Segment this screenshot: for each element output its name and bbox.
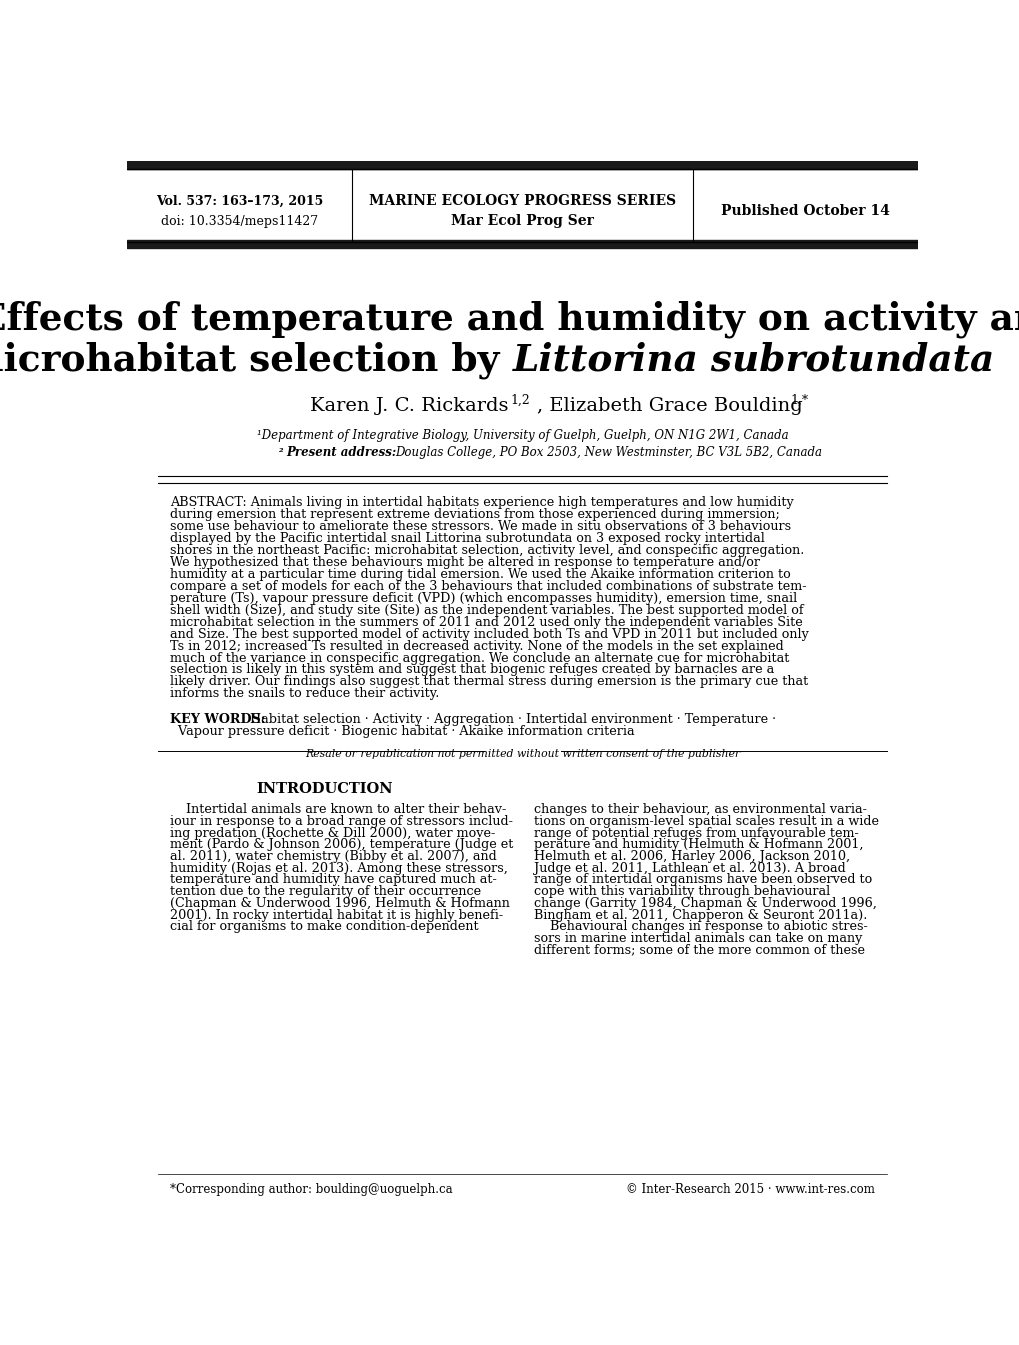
Text: microhabitat selection in the summers of 2011 and 2012 used only the independent: microhabitat selection in the summers of… bbox=[170, 616, 802, 628]
Text: Habitat selection · Activity · Aggregation · Intertidal environment · Temperatur: Habitat selection · Activity · Aggregati… bbox=[242, 713, 775, 726]
Text: much of the variance in conspecific aggregation. We conclude an alternate cue fo: much of the variance in conspecific aggr… bbox=[170, 651, 789, 664]
Text: Published October 14: Published October 14 bbox=[720, 204, 890, 218]
Text: 2001). In rocky intertidal habitat it is highly benefi-: 2001). In rocky intertidal habitat it is… bbox=[170, 908, 502, 921]
Text: al. 2011), water chemistry (Bibby et al. 2007), and: al. 2011), water chemistry (Bibby et al.… bbox=[170, 850, 496, 863]
Text: changes to their behaviour, as environmental varia-: changes to their behaviour, as environme… bbox=[534, 803, 866, 816]
Text: Judge et al. 2011, Lathlean et al. 2013). A broad: Judge et al. 2011, Lathlean et al. 2013)… bbox=[534, 862, 846, 874]
Text: 1,2: 1,2 bbox=[510, 394, 530, 406]
Text: Present address:: Present address: bbox=[286, 447, 400, 459]
Text: range of intertidal organisms have been observed to: range of intertidal organisms have been … bbox=[534, 873, 872, 886]
Text: humidity at a particular time during tidal emersion. We used the Akaike informat: humidity at a particular time during tid… bbox=[170, 568, 790, 581]
Text: ABSTRACT: Animals living in intertidal habitats experience high temperatures and: ABSTRACT: Animals living in intertidal h… bbox=[170, 496, 793, 510]
Text: shores in the northeast Pacific: microhabitat selection, activity level, and con: shores in the northeast Pacific: microha… bbox=[170, 545, 804, 557]
Text: cope with this variability through behavioural: cope with this variability through behav… bbox=[534, 885, 829, 898]
Text: range of potential refuges from unfavourable tem-: range of potential refuges from unfavour… bbox=[534, 827, 858, 839]
Text: perature and humidity (Helmuth & Hofmann 2001,: perature and humidity (Helmuth & Hofmann… bbox=[534, 838, 863, 851]
Text: cial for organisms to make condition-dependent: cial for organisms to make condition-dep… bbox=[170, 920, 478, 933]
Text: Littorina subrotundata: Littorina subrotundata bbox=[513, 342, 994, 378]
Text: Karen J. C. Rickards: Karen J. C. Rickards bbox=[310, 397, 508, 416]
Text: some use behaviour to ameliorate these stressors. We made in situ observations o: some use behaviour to ameliorate these s… bbox=[170, 521, 791, 533]
Text: informs the snails to reduce their activity.: informs the snails to reduce their activ… bbox=[170, 687, 439, 701]
Text: Effects of temperature and humidity on activity and: Effects of temperature and humidity on a… bbox=[0, 300, 1019, 338]
Text: , Elizabeth Grace Boulding: , Elizabeth Grace Boulding bbox=[536, 397, 802, 416]
Text: ing predation (Rochette & Dill 2000), water move-: ing predation (Rochette & Dill 2000), wa… bbox=[170, 827, 495, 839]
Text: perature (Ts), vapour pressure deficit (VPD) (which encompasses humidity), emers: perature (Ts), vapour pressure deficit (… bbox=[170, 592, 797, 605]
Text: Helmuth et al. 2006, Harley 2006, Jackson 2010,: Helmuth et al. 2006, Harley 2006, Jackso… bbox=[534, 850, 850, 863]
Text: (Chapman & Underwood 1996, Helmuth & Hofmann: (Chapman & Underwood 1996, Helmuth & Hof… bbox=[170, 897, 509, 909]
Text: MARINE ECOLOGY PROGRESS SERIES: MARINE ECOLOGY PROGRESS SERIES bbox=[369, 195, 676, 208]
Text: 1,*: 1,* bbox=[790, 394, 807, 406]
Text: shell width (Size), and study site (Site) as the independent variables. The best: shell width (Size), and study site (Site… bbox=[170, 604, 803, 617]
Text: Vol. 537: 163–173, 2015: Vol. 537: 163–173, 2015 bbox=[156, 195, 323, 208]
Text: sors in marine intertidal animals can take on many: sors in marine intertidal animals can ta… bbox=[534, 932, 862, 946]
Text: temperature and humidity have captured much at-: temperature and humidity have captured m… bbox=[170, 873, 496, 886]
Text: microhabitat selection by: microhabitat selection by bbox=[0, 342, 513, 379]
Bar bbox=[127, 161, 917, 169]
Text: Behavioural changes in response to abiotic stres-: Behavioural changes in response to abiot… bbox=[534, 920, 867, 933]
Text: displayed by the Pacific intertidal snail Littorina subrotundata on 3 exposed ro: displayed by the Pacific intertidal snai… bbox=[170, 533, 764, 545]
Text: ¹Department of Integrative Biology, University of Guelph, Guelph, ON N1G 2W1, Ca: ¹Department of Integrative Biology, Univ… bbox=[257, 429, 788, 443]
Text: Intertidal animals are known to alter their behav-: Intertidal animals are known to alter th… bbox=[170, 803, 505, 816]
Bar bbox=[127, 239, 917, 247]
Text: *Corresponding author: boulding@uoguelph.ca: *Corresponding author: boulding@uoguelph… bbox=[170, 1182, 452, 1196]
Text: Mar Ecol Prog Ser: Mar Ecol Prog Ser bbox=[450, 214, 594, 229]
Text: humidity (Rojas et al. 2013). Among these stressors,: humidity (Rojas et al. 2013). Among thes… bbox=[170, 862, 507, 874]
Text: tention due to the regularity of their occurrence: tention due to the regularity of their o… bbox=[170, 885, 481, 898]
Text: likely driver. Our findings also suggest that thermal stress during emersion is : likely driver. Our findings also suggest… bbox=[170, 675, 808, 689]
Text: doi: 10.3354/meps11427: doi: 10.3354/meps11427 bbox=[161, 215, 318, 227]
Text: Ts in 2012; increased Ts resulted in decreased activity. None of the models in t: Ts in 2012; increased Ts resulted in dec… bbox=[170, 640, 784, 652]
Text: tions on organism-level spatial scales result in a wide: tions on organism-level spatial scales r… bbox=[534, 815, 878, 829]
Text: change (Garrity 1984, Chapman & Underwood 1996,: change (Garrity 1984, Chapman & Underwoo… bbox=[534, 897, 876, 909]
Text: We hypothesized that these behaviours might be altered in response to temperatur: We hypothesized that these behaviours mi… bbox=[170, 555, 759, 569]
Text: ²: ² bbox=[278, 448, 283, 457]
Text: © Inter-Research 2015 · www.int-res.com: © Inter-Research 2015 · www.int-res.com bbox=[626, 1182, 874, 1196]
Text: Douglas College, PO Box 2503, New Westminster, BC V3L 5B2, Canada: Douglas College, PO Box 2503, New Westmi… bbox=[394, 447, 821, 459]
Text: INTRODUCTION: INTRODUCTION bbox=[257, 781, 393, 796]
Text: and Size. The best supported model of activity included both Ts and VPD in 2011 : and Size. The best supported model of ac… bbox=[170, 628, 808, 640]
Text: different forms; some of the more common of these: different forms; some of the more common… bbox=[534, 944, 864, 956]
Text: Resale or republication not permitted without written consent of the publisher: Resale or republication not permitted wi… bbox=[305, 749, 740, 759]
Text: compare a set of models for each of the 3 behaviours that included combinations : compare a set of models for each of the … bbox=[170, 580, 806, 593]
Text: Vapour pressure deficit · Biogenic habitat · Akaike information criteria: Vapour pressure deficit · Biogenic habit… bbox=[170, 725, 634, 738]
Text: during emersion that represent extreme deviations from those experienced during : during emersion that represent extreme d… bbox=[170, 508, 780, 522]
Text: KEY WORDS:: KEY WORDS: bbox=[170, 713, 265, 726]
Text: selection is likely in this system and suggest that biogenic refuges created by : selection is likely in this system and s… bbox=[170, 663, 773, 677]
Text: iour in response to a broad range of stressors includ-: iour in response to a broad range of str… bbox=[170, 815, 513, 829]
Text: ment (Pardo & Johnson 2006), temperature (Judge et: ment (Pardo & Johnson 2006), temperature… bbox=[170, 838, 513, 851]
Text: Bingham et al. 2011, Chapperon & Seuront 2011a).: Bingham et al. 2011, Chapperon & Seuront… bbox=[534, 908, 867, 921]
